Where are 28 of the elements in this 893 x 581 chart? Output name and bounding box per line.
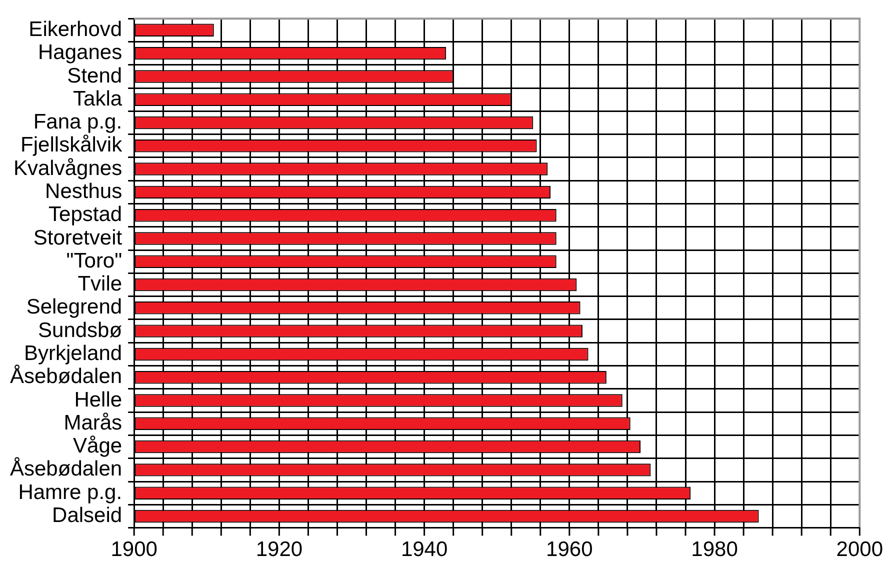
y-tick-label: Fjellskålvik (20, 134, 123, 157)
y-tick-label: Dalseid (52, 504, 122, 528)
x-tick-label: 1980 (691, 538, 738, 562)
x-tick-label: 1900 (110, 538, 158, 562)
y-tick-label: Nesthus (45, 180, 122, 203)
y-tick-label: Takla (73, 87, 122, 110)
y-tick-label: Haganes (38, 41, 122, 64)
y-tick-label: Åsebødalen (10, 456, 122, 481)
y-tick-label: Tepstad (48, 203, 122, 226)
x-tick-label: 1920 (256, 538, 303, 562)
y-tick-label: Tvile (78, 272, 122, 296)
y-tick-label: Marås (64, 411, 122, 434)
y-tick-label: Fana p.g. (33, 110, 122, 134)
x-tick-label: 2000 (836, 538, 883, 562)
y-tick-label: Helle (74, 388, 122, 412)
y-tick-label: Selegrend (26, 296, 122, 319)
y-tick-label: Eikerhovd (28, 18, 122, 41)
y-tick-label: Byrkjeland (24, 342, 122, 366)
y-tick-label: Våge (73, 434, 122, 458)
y-tick-label: Storetveit (33, 226, 122, 250)
y-tick-label: Sundsbø (38, 318, 122, 342)
y-tick-label: "Toro" (66, 249, 122, 272)
x-tick-label: 1960 (546, 538, 593, 562)
y-tick-label: Kvalvågnes (13, 156, 122, 180)
y-tick-label: Hamre p.g. (18, 480, 122, 504)
x-tick-label: 1940 (400, 538, 448, 562)
y-tick-label: Stend (67, 64, 122, 88)
y-tick-label: Åsebødalen (10, 364, 122, 388)
